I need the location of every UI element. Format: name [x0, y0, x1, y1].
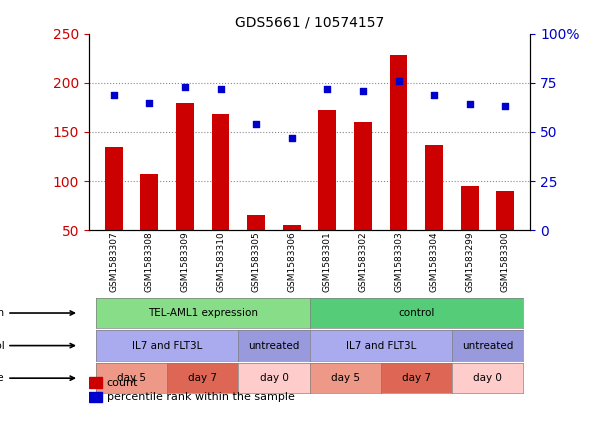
Text: untreated: untreated: [462, 341, 513, 351]
Text: IL7 and FLT3L: IL7 and FLT3L: [132, 341, 202, 351]
Bar: [140, 174, 158, 230]
Bar: [461, 186, 479, 230]
Text: day 0: day 0: [473, 373, 502, 383]
Point: [465, 101, 474, 108]
Text: day 7: day 7: [188, 373, 217, 383]
Text: day 5: day 5: [117, 373, 146, 383]
Bar: [247, 215, 265, 230]
Text: count: count: [107, 378, 138, 387]
Bar: [89, 392, 102, 403]
Bar: [390, 55, 408, 230]
Text: untreated: untreated: [248, 341, 300, 351]
Text: genotype/variation: genotype/variation: [0, 308, 74, 318]
Bar: [89, 377, 102, 388]
Point: [500, 103, 510, 110]
Point: [180, 83, 190, 90]
Point: [251, 121, 261, 127]
Bar: [211, 114, 229, 230]
Bar: [497, 191, 514, 230]
Point: [145, 99, 154, 106]
Text: IL7 and FLT3L: IL7 and FLT3L: [346, 341, 416, 351]
Bar: [354, 122, 372, 230]
Text: percentile rank within the sample: percentile rank within the sample: [107, 393, 294, 402]
Text: day 7: day 7: [402, 373, 431, 383]
Bar: [176, 102, 194, 230]
Text: control: control: [398, 308, 435, 318]
Bar: [425, 145, 443, 230]
Bar: [319, 110, 337, 230]
Point: [429, 91, 439, 98]
Text: time: time: [0, 373, 74, 383]
Text: day 0: day 0: [259, 373, 288, 383]
Point: [394, 77, 403, 84]
Bar: [105, 147, 123, 230]
Text: TEL-AML1 expression: TEL-AML1 expression: [148, 308, 258, 318]
Text: protocol: protocol: [0, 341, 74, 351]
Point: [322, 85, 332, 92]
Title: GDS5661 / 10574157: GDS5661 / 10574157: [235, 16, 384, 30]
Point: [109, 91, 119, 98]
Point: [216, 85, 226, 92]
Point: [287, 135, 297, 141]
Text: day 5: day 5: [330, 373, 360, 383]
Bar: [283, 225, 300, 230]
Point: [358, 88, 368, 94]
